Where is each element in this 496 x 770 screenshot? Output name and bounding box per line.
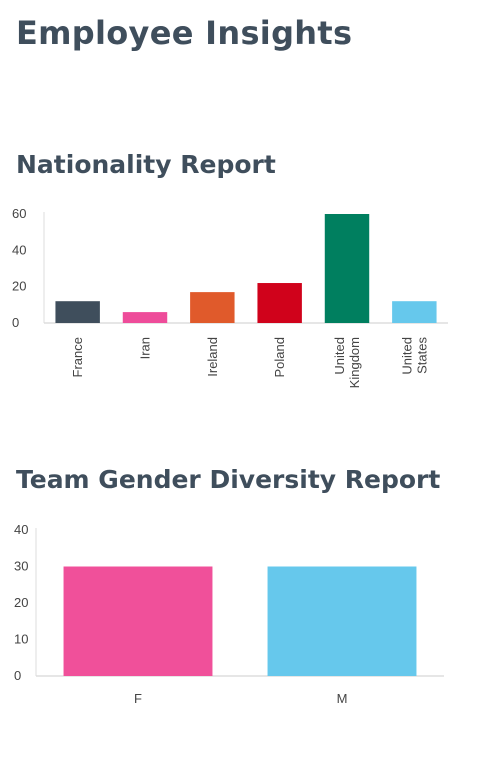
- x-tick-label: Ireland: [205, 337, 220, 377]
- y-tick-label: 20: [14, 595, 28, 610]
- page-title: Employee Insights: [16, 14, 353, 52]
- x-tick-group: France: [70, 337, 85, 377]
- gender-diversity-report-title: Team Gender Diversity Report: [16, 465, 441, 494]
- y-tick-label: 0: [14, 668, 21, 683]
- y-tick-label: 40: [14, 522, 28, 537]
- gender-diversity-bar-chart: 0 10 20 30 40 F M: [14, 522, 444, 706]
- x-tick-label: United: [399, 337, 414, 375]
- x-tick-group: Poland: [272, 337, 287, 377]
- bar: [392, 301, 437, 323]
- x-tick-group: United States: [399, 337, 429, 375]
- y-tick-label: 60: [12, 206, 26, 221]
- bar: [324, 214, 370, 323]
- y-tick-label: 30: [14, 559, 28, 574]
- x-tick-group: United Kingdom: [332, 337, 362, 388]
- bar: [267, 566, 417, 676]
- x-tick-label: France: [70, 337, 85, 377]
- bar: [122, 312, 168, 323]
- x-tick-label: Iran: [138, 337, 153, 359]
- x-tick-label: United: [332, 337, 347, 375]
- x-tick-label: Poland: [272, 337, 287, 377]
- x-tick-label: Kingdom: [347, 337, 362, 388]
- x-tick-label: States: [414, 337, 429, 374]
- y-tick-label: 20: [12, 279, 26, 294]
- bar: [257, 283, 302, 323]
- nationality-report-title: Nationality Report: [16, 150, 276, 179]
- bar: [55, 301, 100, 323]
- bar: [63, 566, 213, 676]
- bar: [190, 292, 235, 323]
- x-tick-label: F: [134, 691, 142, 706]
- y-tick-label: 0: [12, 315, 19, 330]
- y-tick-label: 40: [12, 242, 26, 257]
- x-tick-group: Ireland: [205, 337, 220, 377]
- y-tick-label: 10: [14, 632, 28, 647]
- x-tick-group: Iran: [138, 337, 153, 359]
- x-tick-label: M: [337, 691, 348, 706]
